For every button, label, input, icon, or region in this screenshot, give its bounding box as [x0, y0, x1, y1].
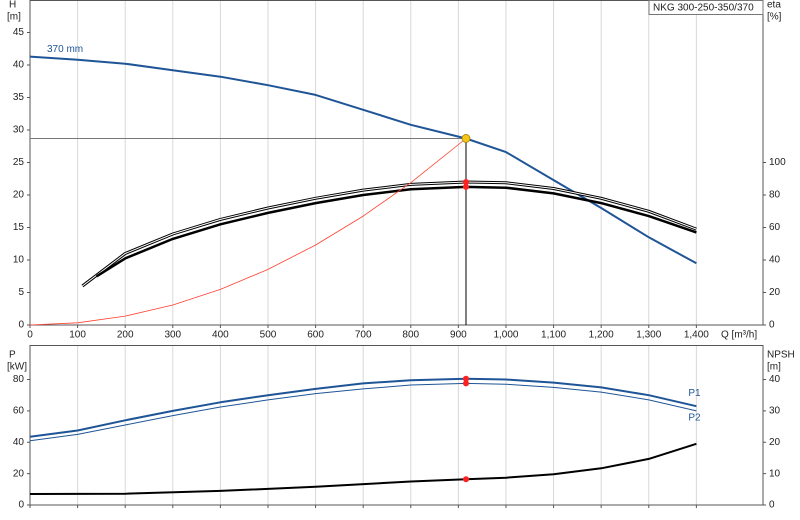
x-tick-label: 800: [402, 330, 419, 341]
series-label: P2: [688, 413, 701, 424]
x-tick-label: 1,100: [541, 330, 566, 341]
y2-axis-label: eta: [767, 0, 781, 11]
y2-tick-label: 0: [769, 320, 775, 331]
duty-point: [461, 134, 471, 143]
y2-tick-label: 60: [769, 222, 781, 233]
x-tick-label: 900: [450, 330, 467, 341]
y-tick-label: 10: [13, 255, 25, 266]
duty-point: [462, 179, 469, 185]
x-tick-label: 1,300: [636, 330, 661, 341]
curve: [29, 377, 697, 438]
duty-point: [462, 375, 469, 382]
x-tick-label: 0: [27, 330, 33, 341]
series-label: 370 mm: [47, 44, 83, 55]
y2-tick-label: 0: [769, 500, 775, 511]
plot-frame: [29, 0, 764, 326]
x-tick-label: 700: [355, 330, 372, 341]
y-tick-label: 40: [13, 60, 25, 71]
y-tick-label: 0: [18, 500, 24, 511]
y-tick-label: 80: [13, 374, 25, 385]
x-tick-label: 1,000: [493, 330, 518, 341]
y2-tick-label: 80: [769, 190, 781, 201]
y2-axis-unit: [m]: [767, 362, 781, 373]
y-tick-label: 25: [13, 157, 25, 168]
y-tick-label: 45: [13, 27, 25, 38]
y2-tick-label: 40: [769, 255, 781, 266]
y2-tick-label: 10: [769, 468, 781, 479]
y-tick-label: 20: [13, 190, 25, 201]
y-tick-label: 30: [13, 125, 25, 136]
curve-inner: [82, 181, 697, 287]
x-tick-label: 1,400: [684, 330, 709, 341]
curve: [29, 382, 697, 442]
y-tick-label: 35: [13, 92, 25, 103]
curve: [29, 138, 467, 326]
y2-tick-label: 40: [769, 374, 781, 385]
y2-tick-label: 20: [769, 437, 781, 448]
y2-tick-label: 30: [769, 406, 781, 417]
duty-point: [462, 183, 469, 190]
y-tick-label: 60: [13, 406, 25, 417]
y-axis-label: H: [9, 0, 16, 11]
y2-tick-label: 100: [769, 157, 786, 168]
y-tick-label: 5: [18, 287, 24, 298]
title-box: [648, 0, 764, 15]
x-tick-label: 1,200: [589, 330, 614, 341]
x-tick-label: 300: [164, 330, 181, 341]
x-axis-label: Q [m³/h]: [721, 330, 757, 341]
y-axis-label: P: [9, 350, 16, 361]
y-tick-label: 15: [13, 222, 25, 233]
x-tick-label: 200: [117, 330, 134, 341]
series-label: P1: [688, 388, 701, 399]
y-tick-label: 40: [13, 437, 25, 448]
y-axis-unit: [kW]: [7, 362, 27, 373]
y-tick-label: 0: [18, 320, 24, 331]
y2-tick-label: 20: [769, 287, 781, 298]
plot-frame: [29, 345, 764, 506]
chart-title: NKG 300-250-350/370: [653, 3, 754, 14]
curve: [95, 185, 697, 278]
x-tick-label: 600: [307, 330, 324, 341]
x-tick-label: 400: [212, 330, 229, 341]
y-tick-label: 20: [13, 468, 25, 479]
y2-axis-unit: [%]: [767, 12, 782, 23]
duty-point: [462, 380, 469, 387]
duty-point: [462, 476, 469, 483]
y-axis-unit: [m]: [7, 12, 21, 23]
x-tick-label: 100: [69, 330, 86, 341]
x-tick-label: 500: [260, 330, 277, 341]
y2-axis-label: NPSH: [767, 350, 795, 361]
